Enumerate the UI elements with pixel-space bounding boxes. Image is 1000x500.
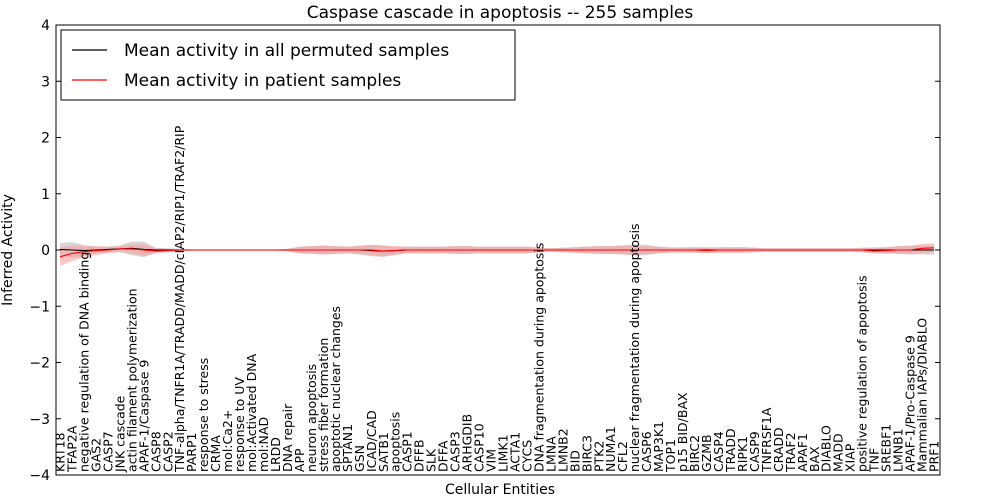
category-label: DIABLO [819, 425, 834, 472]
category-label: CRADD [771, 427, 786, 472]
category-label: mol:NAD [256, 417, 271, 472]
category-label: LMNB2 [555, 428, 570, 472]
category-label: CRMA [208, 435, 223, 472]
category-label: p15 BID/BAX [675, 392, 690, 472]
y-tick-label: 0 [41, 243, 50, 259]
category-label: SPTAN1 [340, 424, 355, 472]
category-label: JNK cascade [112, 395, 127, 473]
category-label: negative regulation of DNA binding [76, 252, 91, 472]
category-label: apoptosis [388, 412, 403, 472]
category-label: actin filament polymerization [124, 288, 139, 472]
category-label: PARP1 [184, 433, 199, 472]
category-label: PTK2 [591, 441, 606, 472]
category-label: TNF [867, 448, 882, 473]
x-axis-label: Cellular Entities [445, 482, 555, 498]
category-label: TNF-alpha/TNFR1A/TRADD/MADD/cIAP2/RIP1/T… [172, 125, 187, 473]
y-tick-label: −2 [29, 356, 50, 372]
category-label: CASP7 [100, 431, 115, 472]
category-label: ARHGDIB [460, 414, 475, 472]
legend-label-patient: Mean activity in patient samples [124, 71, 401, 91]
category-label: LMNB1 [891, 428, 906, 472]
y-tick-label: −3 [29, 412, 50, 428]
category-label: stress fiber formation [316, 338, 331, 472]
category-label: mol:Activated DNA [244, 353, 259, 472]
y-tick-label: 1 [41, 187, 50, 203]
category-label: mol:Ca2+ [220, 410, 235, 472]
category-label: APAF1 [795, 433, 810, 472]
category-label: RIPK1 [735, 436, 750, 472]
category-label: DNA repair [280, 403, 295, 472]
category-label: LMNA [543, 436, 558, 472]
category-label: TNFRSF1A [759, 407, 774, 473]
category-label: TRAF2 [783, 432, 798, 473]
category-label: MAP3K1 [651, 421, 666, 472]
category-label: response to stress [196, 358, 211, 472]
category-label: CYCS [519, 440, 534, 472]
category-label: ACTA1 [508, 432, 523, 472]
category-label: CASP6 [639, 431, 654, 472]
y-tick-label: 2 [41, 131, 50, 147]
category-label: DFFB [412, 439, 427, 472]
category-label: GSN [352, 445, 367, 472]
category-label: DFFA [436, 440, 451, 472]
category-label: CASP1 [400, 431, 415, 472]
y-axis-label: Inferred Activity [0, 194, 16, 306]
band-patient [60, 243, 934, 266]
series-lines [59, 247, 935, 258]
y-tick-label: −4 [29, 468, 50, 484]
category-label: BIRC3 [579, 435, 594, 472]
category-label: CASP4 [711, 431, 726, 472]
legend-box [60, 29, 516, 101]
legend: Mean activity in all permuted samples Me… [60, 29, 516, 101]
category-label: DNA fragmentation during apoptosis [531, 243, 546, 472]
category-label: TRADD [723, 428, 738, 473]
category-label: VIM [484, 449, 499, 472]
category-label: SREBF1 [879, 424, 894, 472]
plot-frame [55, 24, 941, 476]
category-label: neuron apoptosis [304, 364, 319, 472]
category-label: XIAP [843, 443, 858, 472]
category-label: CFL2 [615, 441, 630, 472]
category-label: MADD [831, 433, 846, 472]
category-label: ICAD/CAD [364, 410, 379, 472]
y-axis-ticks: −4 −3 −2 −1 0 1 2 3 4 [29, 18, 940, 484]
category-label: GZMB [699, 434, 714, 472]
chart-title: Caspase cascade in apoptosis -- 255 samp… [307, 3, 694, 23]
category-label: TFAP2A [65, 425, 80, 473]
category-label: CASP10 [472, 423, 487, 472]
category-label: CASP9 [747, 431, 762, 472]
category-label: NUMA1 [603, 426, 618, 472]
line-patient [59, 247, 935, 258]
category-label: APAF-1/Caspase 9 [136, 360, 151, 472]
category-label: Mammalian IAPs/DIABLO [915, 318, 930, 472]
category-label: response to UV [232, 377, 247, 472]
category-label: APAF-1/Pro-Caspase 9 [903, 335, 918, 472]
category-label: GAS2 [88, 438, 103, 472]
confidence-bands [60, 241, 934, 266]
category-label: BID [567, 450, 582, 472]
y-tick-label: −1 [29, 299, 50, 315]
category-label: PRF1 [927, 441, 942, 472]
y-tick-label: 4 [41, 18, 50, 34]
category-label: CASP8 [148, 431, 163, 472]
category-label: LRDD [268, 437, 283, 472]
y-tick-label: 3 [41, 74, 50, 90]
category-label: BAX [807, 446, 822, 472]
category-label: apoptotic nuclear changes [328, 306, 343, 472]
category-label: LIMK1 [496, 434, 511, 472]
category-label: nuclear fragmentation during apoptosis [627, 223, 642, 472]
category-label: APP [292, 448, 307, 472]
category-label: CASP3 [448, 431, 463, 472]
category-label: SLK [424, 448, 439, 472]
category-label: TOP1 [663, 439, 678, 473]
legend-label-permuted: Mean activity in all permuted samples [124, 41, 449, 61]
category-label: SATB1 [376, 432, 391, 472]
category-label: CASP2 [160, 431, 175, 472]
category-label: BIRC2 [687, 435, 702, 472]
category-label: positive regulation of apoptosis [855, 275, 870, 472]
